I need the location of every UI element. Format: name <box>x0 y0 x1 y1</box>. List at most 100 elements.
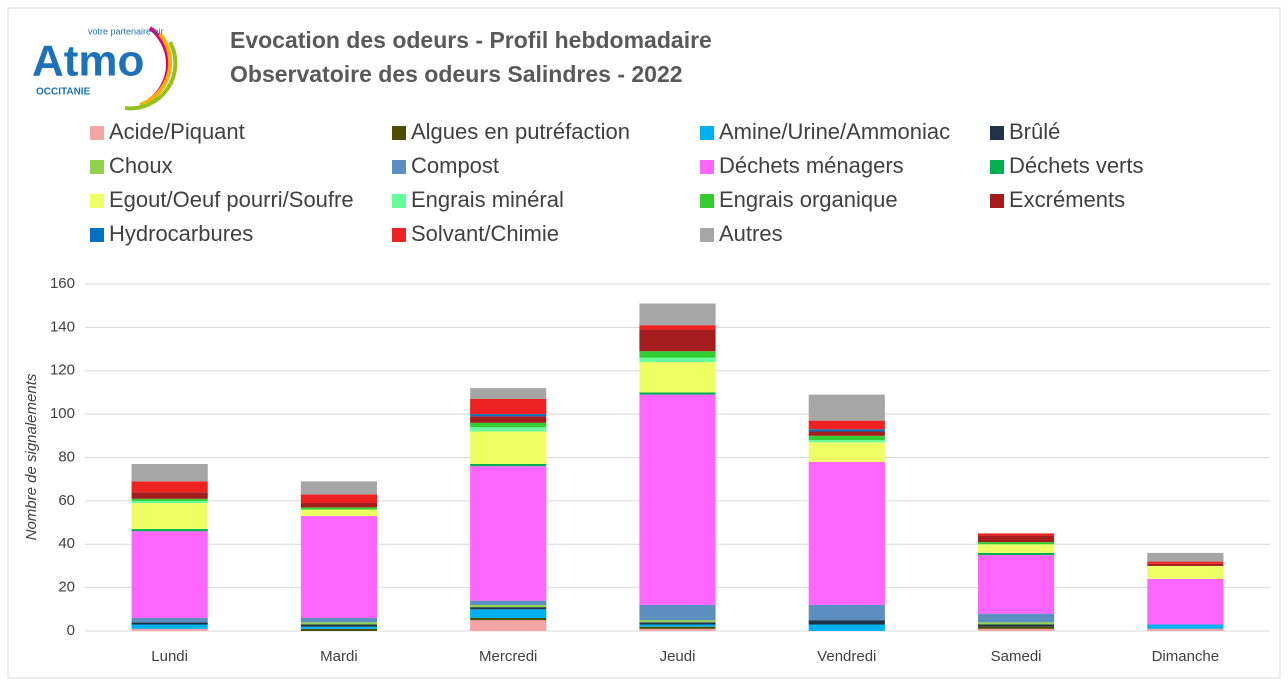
bar-segment <box>131 464 208 482</box>
legend-label: Hydrocarbures <box>109 221 253 246</box>
bar-segment <box>1147 552 1224 562</box>
logo-tagline: votre partenaire air <box>88 26 164 36</box>
bar-segment <box>131 500 208 504</box>
bar-segment <box>1147 565 1224 579</box>
legend-swatch <box>392 126 406 140</box>
legend-swatch <box>700 194 714 208</box>
bar-segment <box>131 531 208 618</box>
bar-segment <box>977 542 1055 545</box>
bar-segment <box>470 466 547 601</box>
bar-segment <box>639 628 716 631</box>
logo-region: OCCITANIE <box>36 87 91 98</box>
y-tick-label: 80 <box>58 448 75 465</box>
y-tick-label: 160 <box>50 275 75 292</box>
x-tick-label: Mardi <box>320 648 358 665</box>
logo: Atmo votre partenaire air OCCITANIE <box>32 26 178 111</box>
bar-segment <box>470 414 547 417</box>
bar-segment <box>1147 561 1224 564</box>
bar-segment <box>639 620 716 623</box>
legend-label: Déchets verts <box>1009 153 1144 178</box>
bar-segment <box>470 431 547 465</box>
bar-segment <box>977 535 1055 543</box>
y-tick-label: 100 <box>50 405 75 422</box>
y-tick-label: 120 <box>50 362 75 379</box>
legend-label: Autres <box>719 221 783 246</box>
bar-segment <box>470 617 547 621</box>
bar-segment <box>639 362 716 393</box>
legend-swatch <box>990 126 1004 140</box>
legend-label: Compost <box>411 153 499 178</box>
bar-segment <box>131 628 208 631</box>
bar-segment <box>300 626 378 629</box>
bar-segment <box>639 357 716 363</box>
bar-segment <box>639 325 716 330</box>
legend-label: Amine/Urine/Ammoniac <box>719 119 950 144</box>
bar-segment <box>131 492 208 499</box>
bar-segment <box>300 622 378 625</box>
bar-segment <box>639 626 716 629</box>
bar-segment <box>300 507 378 510</box>
bar-segment <box>470 416 547 423</box>
bar-segment <box>977 622 1055 625</box>
bar-segment <box>131 529 208 532</box>
legend-swatch <box>90 160 104 174</box>
bar-segment <box>300 494 378 504</box>
bar-segment <box>470 620 547 631</box>
bar-segment <box>639 622 716 625</box>
bar-segment <box>977 624 1055 627</box>
legend-label: Algues en putréfaction <box>411 119 630 144</box>
legend-swatch <box>700 160 714 174</box>
bar-segment <box>131 617 208 623</box>
bar-segment <box>977 626 1055 629</box>
bar-segment <box>808 420 885 430</box>
bar-segment <box>470 464 547 467</box>
bar-segment <box>300 624 378 627</box>
y-tick-label: 0 <box>67 622 75 639</box>
bar-segment <box>639 303 716 326</box>
legend-swatch <box>990 160 1004 174</box>
bar-segment <box>808 431 885 436</box>
y-tick-label: 40 <box>58 535 75 552</box>
bar-segment <box>639 624 716 627</box>
chart-subtitle: Observatoire des odeurs Salindres - 2022 <box>230 61 683 87</box>
legend-label: Solvant/Chimie <box>411 221 559 246</box>
bar-segment <box>470 427 547 432</box>
bar-segment <box>639 604 716 621</box>
legend-swatch <box>700 126 714 140</box>
legend-label: Engrais organique <box>719 187 898 212</box>
legend-label: Engrais minéral <box>411 187 564 212</box>
bar-segment <box>977 613 1055 623</box>
bar-segment <box>977 533 1055 536</box>
legend-swatch <box>392 194 406 208</box>
chart-title: Evocation des odeurs - Profil hebdomadai… <box>230 27 712 53</box>
legend-swatch <box>90 228 104 242</box>
bar-segment <box>300 509 378 517</box>
legend-label: Déchets ménagers <box>719 153 904 178</box>
legend-label: Choux <box>109 153 173 178</box>
logo-arc <box>139 32 173 107</box>
bar-segment <box>470 422 547 428</box>
y-tick-label: 140 <box>50 318 75 335</box>
bar-segment <box>808 394 885 421</box>
bar-segment <box>131 622 208 625</box>
bar-segment <box>977 628 1055 631</box>
legend-swatch <box>90 126 104 140</box>
bar-segment <box>808 461 885 605</box>
logo-arc <box>124 41 178 111</box>
bar-segment <box>131 503 208 530</box>
bar-segment <box>300 516 378 618</box>
legend-swatch <box>392 228 406 242</box>
bar-segment <box>300 503 378 508</box>
y-tick-label: 60 <box>58 492 75 509</box>
bar-segment <box>1147 578 1224 625</box>
legend-label: Excréments <box>1009 187 1125 212</box>
bar-segment <box>639 392 716 395</box>
x-tick-label: Mercredi <box>479 648 537 665</box>
bar-segment <box>470 388 547 399</box>
logo-brand: Atmo <box>32 37 144 86</box>
legend-swatch <box>90 194 104 208</box>
bar-segment <box>470 607 547 610</box>
bar-segment <box>639 394 716 605</box>
bar-segment <box>300 617 378 623</box>
